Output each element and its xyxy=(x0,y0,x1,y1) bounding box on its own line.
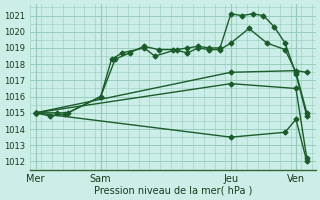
X-axis label: Pression niveau de la mer( hPa ): Pression niveau de la mer( hPa ) xyxy=(94,186,252,196)
